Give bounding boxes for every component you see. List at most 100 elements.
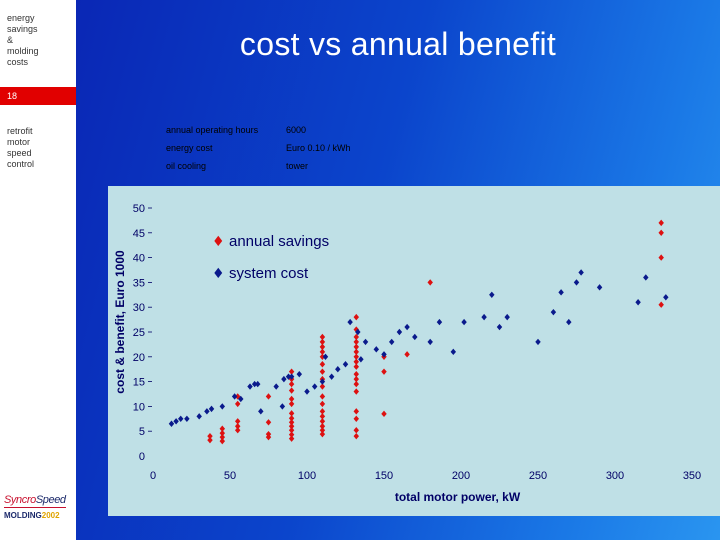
point-system-cost (373, 346, 380, 353)
point-annual-savings (353, 415, 359, 422)
x-axis-label: total motor power, kW (395, 490, 521, 504)
point-annual-savings (207, 436, 213, 444)
point-annual-savings (288, 387, 295, 394)
point-annual-savings (319, 368, 326, 375)
topic-line: molding (7, 46, 39, 56)
chart-canvas: 0 5 10 15 20 25 30 35 40 45 50 0 50 100 150 200 250 300 35… (113, 203, 701, 504)
point-annual-savings (319, 393, 326, 400)
y-tick-label: 50 (133, 203, 145, 215)
logo-text-a: Syncro (4, 494, 36, 506)
point-annual-savings (353, 370, 359, 378)
info-row-oil-cooling: oil cooling tower (166, 161, 308, 171)
topic-line: savings (7, 24, 38, 34)
info-label: energy cost (166, 143, 213, 153)
point-system-cost (381, 351, 387, 358)
point-annual-savings (288, 431, 295, 438)
x-tick-label: 0 (150, 470, 156, 482)
point-system-cost (388, 338, 395, 346)
point-system-cost (596, 284, 603, 291)
point-system-cost (247, 383, 253, 390)
point-annual-savings (265, 430, 272, 438)
topic-line: costs (7, 57, 29, 67)
point-system-cost (663, 294, 669, 301)
point-system-cost (504, 313, 510, 321)
point-annual-savings (381, 410, 387, 418)
logo-subtitle: MOLDING2002 (4, 511, 74, 520)
point-system-cost (436, 318, 443, 326)
point-annual-savings (219, 433, 226, 441)
x-tick-label: 150 (375, 470, 393, 482)
point-annual-savings (234, 400, 241, 408)
info-value: 6000 (286, 125, 307, 135)
y-tick-label: 5 (139, 426, 145, 438)
point-system-cost (396, 328, 403, 336)
point-system-cost (558, 289, 564, 296)
y-tick-label: 40 (133, 253, 145, 265)
point-system-cost (362, 338, 369, 346)
logo-sub-b: 2002 (41, 511, 60, 520)
point-annual-savings (319, 400, 326, 408)
point-system-cost (481, 313, 487, 321)
x-tick-label: 50 (224, 470, 236, 482)
slide-title: cost vs annual benefit (239, 26, 557, 62)
point-system-cost (251, 380, 258, 388)
point-annual-savings (353, 313, 359, 321)
point-system-cost (461, 318, 467, 326)
section-label: retrofit motor speed control (7, 126, 73, 170)
point-annual-savings (427, 279, 433, 286)
y-tick-label: 35 (133, 277, 145, 289)
point-system-cost (358, 356, 364, 363)
x-tick-label: 300 (606, 470, 624, 482)
point-system-cost (173, 418, 179, 425)
point-system-cost (643, 274, 649, 281)
legend-label-annual-savings: annual savings (229, 233, 329, 250)
scatter-chart: 0 5 10 15 20 25 30 35 40 45 50 0 50 100 150 200 250 300 35… (108, 186, 720, 516)
point-annual-savings (319, 361, 326, 368)
y-tick-label: 20 (133, 352, 145, 364)
section-line: speed (7, 148, 32, 158)
point-annual-savings (234, 427, 241, 434)
logo-underline (4, 507, 66, 508)
point-annual-savings (658, 254, 664, 261)
info-value: tower (286, 161, 309, 171)
point-system-cost (347, 318, 353, 326)
point-system-cost (285, 373, 292, 380)
point-system-cost (281, 375, 287, 383)
point-annual-savings (353, 408, 359, 415)
info-label: annual operating hours (166, 125, 259, 135)
point-annual-savings (219, 437, 226, 445)
point-system-cost (204, 408, 210, 415)
point-system-cost (219, 403, 226, 410)
info-value: Euro 0.10 / kWh (286, 143, 351, 153)
point-system-cost (273, 383, 279, 390)
slide-main: cost vs annual benefit annual operating … (76, 0, 720, 540)
point-system-cost (573, 279, 580, 286)
point-system-cost (255, 380, 261, 388)
info-row-energy-cost: energy cost Euro 0.10 / kWh (166, 143, 351, 153)
point-system-cost (196, 413, 202, 420)
logo-text-b: Speed (35, 494, 66, 506)
point-system-cost (279, 403, 286, 410)
point-annual-savings (288, 410, 295, 417)
point-annual-savings (234, 423, 241, 430)
point-annual-savings (265, 419, 272, 426)
point-annual-savings (319, 333, 326, 341)
info-label: oil cooling (166, 161, 207, 171)
point-system-cost (178, 415, 184, 422)
y-tick-label: 15 (133, 377, 145, 389)
section-line: retrofit (7, 126, 33, 136)
point-system-cost (168, 420, 175, 427)
point-system-cost (496, 323, 503, 331)
point-annual-savings (404, 351, 410, 358)
point-annual-savings (219, 425, 226, 432)
section-line: motor (7, 137, 31, 147)
point-annual-savings (658, 219, 664, 227)
point-system-cost (566, 318, 572, 326)
point-system-cost (231, 393, 238, 400)
y-tick-label: 0 (139, 451, 145, 463)
point-annual-savings (353, 427, 359, 434)
point-system-cost (258, 408, 264, 415)
point-annual-savings (353, 388, 359, 395)
point-system-cost (550, 308, 557, 316)
point-annual-savings (219, 429, 226, 437)
